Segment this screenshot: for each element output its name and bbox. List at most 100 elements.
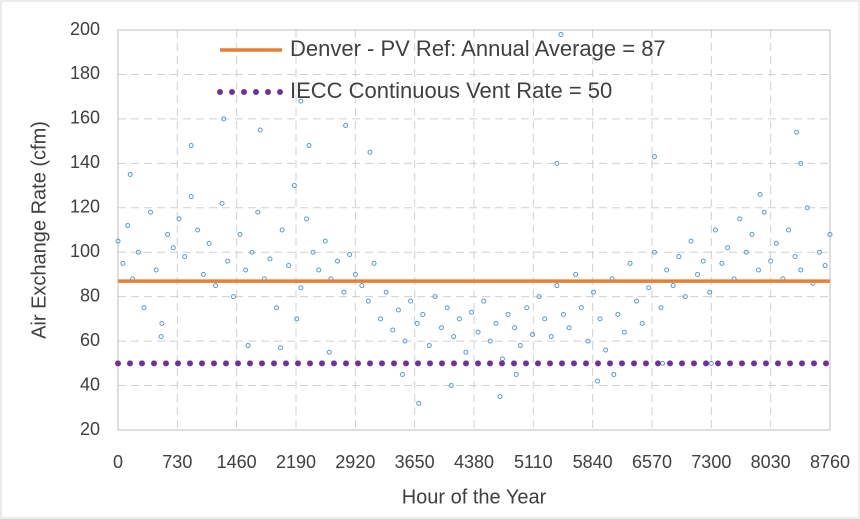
data-point xyxy=(383,289,389,295)
data-point xyxy=(578,305,584,311)
x-tick-label: 8760 xyxy=(810,452,850,472)
data-point xyxy=(827,231,833,237)
data-point xyxy=(603,347,609,353)
legend-label: Denver - PV Ref: Annual Average = 87 xyxy=(290,36,666,61)
data-point xyxy=(493,320,499,326)
data-point xyxy=(695,271,701,277)
data-point xyxy=(310,249,316,255)
data-point xyxy=(676,254,682,260)
data-point xyxy=(249,249,255,255)
data-point xyxy=(206,240,212,246)
data-point xyxy=(512,325,518,331)
data-point xyxy=(414,320,420,326)
data-point xyxy=(426,343,432,349)
data-point xyxy=(395,307,401,313)
data-point xyxy=(243,267,249,273)
data-point xyxy=(165,231,171,237)
data-point xyxy=(794,129,800,135)
data-point xyxy=(816,249,822,255)
data-point xyxy=(792,254,798,260)
data-point xyxy=(558,31,564,37)
data-point xyxy=(497,394,503,400)
data-point xyxy=(343,123,349,129)
plot-area xyxy=(117,29,831,431)
x-tick-label: 8030 xyxy=(751,452,791,472)
data-point xyxy=(554,283,560,289)
x-tick-label: 5840 xyxy=(573,452,613,472)
data-point xyxy=(566,325,572,331)
data-point xyxy=(505,311,511,317)
y-tick-label: 140 xyxy=(70,152,100,172)
data-point xyxy=(517,343,523,349)
data-point xyxy=(451,334,457,340)
data-point xyxy=(590,289,596,295)
data-point xyxy=(438,325,444,331)
data-point xyxy=(542,316,548,322)
data-point xyxy=(456,316,462,322)
data-point xyxy=(786,227,792,233)
x-tick-label: 7300 xyxy=(691,452,731,472)
data-point xyxy=(420,311,426,317)
data-point xyxy=(682,294,688,300)
x-tick-label: 2920 xyxy=(335,452,375,472)
x-tick-label: 2190 xyxy=(276,452,316,472)
y-tick-label: 160 xyxy=(70,108,100,128)
data-point xyxy=(416,400,422,406)
data-point xyxy=(322,238,328,244)
data-point xyxy=(708,360,714,366)
data-point xyxy=(700,258,706,264)
data-point xyxy=(627,260,633,266)
data-point xyxy=(326,349,332,355)
data-point xyxy=(595,378,601,384)
data-point xyxy=(707,289,713,295)
data-point xyxy=(670,283,676,289)
data-point xyxy=(798,160,804,166)
data-point xyxy=(749,231,755,237)
data-point xyxy=(279,227,285,233)
data-point xyxy=(597,316,603,322)
x-tick-label: 0 xyxy=(113,452,123,472)
data-point xyxy=(513,371,519,377)
data-point xyxy=(585,338,591,344)
data-point xyxy=(481,298,487,304)
data-point xyxy=(135,249,141,255)
data-point xyxy=(639,320,645,326)
data-point xyxy=(347,251,353,257)
data-point xyxy=(530,331,536,337)
data-point xyxy=(743,249,749,255)
data-point xyxy=(737,216,743,222)
x-tick-label: 5110 xyxy=(514,452,553,472)
data-point xyxy=(306,143,312,149)
data-point xyxy=(399,371,405,377)
y-tick-label: 40 xyxy=(80,374,100,394)
data-point xyxy=(651,249,657,255)
data-point xyxy=(367,149,373,155)
data-point xyxy=(341,289,347,295)
x-axis-label: Hour of the Year xyxy=(402,486,547,508)
data-point xyxy=(371,260,377,266)
legend-label: IECC Continuous Vent Rate = 50 xyxy=(290,78,612,103)
data-point xyxy=(221,116,227,122)
data-point xyxy=(560,311,566,317)
data-point xyxy=(334,258,340,264)
data-point xyxy=(225,258,231,264)
data-point xyxy=(524,305,530,311)
data-point xyxy=(448,383,454,389)
data-point xyxy=(757,191,763,197)
data-point xyxy=(773,240,779,246)
data-point xyxy=(365,298,371,304)
x-tick-label: 1460 xyxy=(217,452,257,472)
data-point xyxy=(634,298,640,304)
data-point xyxy=(219,200,225,206)
data-point xyxy=(804,205,810,211)
data-point xyxy=(267,256,273,262)
data-point xyxy=(719,260,725,266)
data-point xyxy=(359,283,365,289)
data-point xyxy=(278,345,284,351)
data-point xyxy=(291,183,297,189)
data-point xyxy=(475,329,481,335)
data-point xyxy=(115,238,121,244)
data-point xyxy=(213,283,219,289)
y-axis-label: Air Exchange Rate (cfm) xyxy=(28,121,50,339)
